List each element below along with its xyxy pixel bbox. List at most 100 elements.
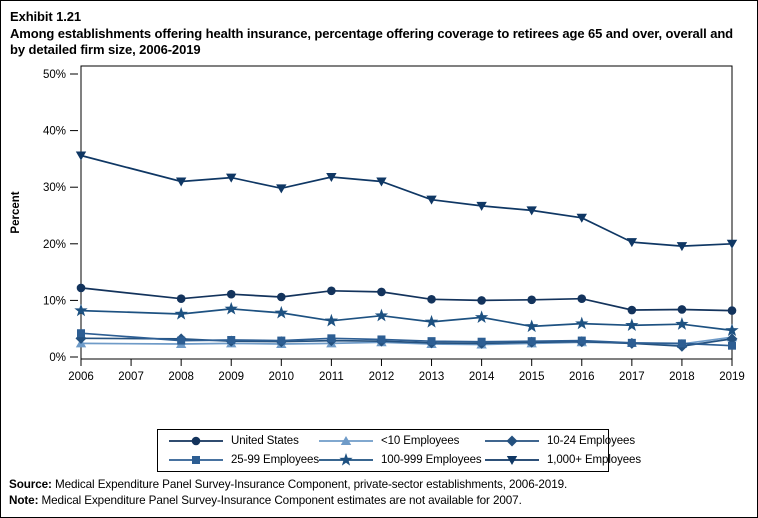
square-legend-icon [169, 456, 223, 465]
legend-marker-10-employees [340, 435, 352, 445]
series-100-999-employees-point-2012 [374, 308, 389, 322]
note-label: Note: [9, 494, 39, 508]
series-1-000-employees-point-2010 [276, 184, 287, 194]
series-united-states-point-2018 [677, 305, 687, 314]
legend-marker-1-000-employees [506, 456, 518, 466]
x-tick-label: 2016 [569, 371, 595, 383]
series-united-states-point-2015 [527, 295, 536, 305]
legend-marker-25-99-employees [192, 456, 200, 465]
triangle-up-legend-icon [319, 435, 373, 445]
series-100-999-employees-point-2014 [474, 310, 489, 324]
page-title: Among establishments offering health ins… [10, 25, 734, 58]
series-united-states-point-2008 [176, 294, 186, 304]
x-tick-label: 2008 [168, 371, 194, 383]
x-tick-label: 2011 [319, 371, 344, 383]
series-25-99-employees-point-2016 [577, 336, 586, 345]
source-text: Medical Expenditure Panel Survey-Insuran… [51, 478, 568, 491]
series-100-999-employees-point-2006 [74, 303, 88, 317]
series-1-000-employees-point-2011 [326, 173, 337, 183]
note-line: Note: Medical Expenditure Panel Survey-I… [9, 493, 749, 509]
series-united-states-point-2019 [727, 306, 737, 315]
series-united-states-point-2006 [76, 283, 86, 293]
series-100-999-employees-point-2015 [525, 319, 539, 333]
x-tick-label: 2018 [669, 371, 695, 383]
title-block: Exhibit 1.21 Among establishments offeri… [10, 9, 748, 59]
series-25-99-employees-point-2019 [728, 341, 736, 350]
legend-label: 1,000+ Employees [547, 454, 641, 467]
series-100-999-employees-point-2009 [224, 301, 238, 315]
x-tick-label: 2007 [118, 371, 144, 383]
plot-frame [80, 65, 733, 360]
y-tick-label: 10% [43, 295, 66, 307]
y-tick-label: 50% [43, 69, 66, 81]
series-1-000-employees-point-2017 [626, 238, 638, 248]
series-1-000-employees-line [80, 154, 733, 247]
series-25-99-employees-point-2008 [177, 336, 186, 345]
series-100-999-employees-point-2017 [625, 318, 639, 331]
legend-item-1-000-employees: 1,000+ Employees [484, 452, 641, 468]
series-25-99-employees-point-2013 [427, 337, 436, 346]
series-25-99-employees-point-2017 [627, 338, 636, 347]
legend-item-100-999-employees: 100-999 Employees [318, 452, 484, 468]
note-text: Medical Expenditure Panel Survey-Insuran… [38, 494, 522, 508]
legend-label: 25-99 Employees [231, 454, 319, 467]
series-united-states-point-2017 [627, 305, 637, 315]
series-1-000-employees-point-2019 [726, 239, 738, 249]
x-tick-label: 2006 [68, 371, 94, 383]
series-25-99-employees-point-2009 [227, 336, 236, 345]
series-100-999-employees-point-2013 [424, 314, 439, 328]
star-legend-icon [319, 453, 373, 466]
series-25-99-employees-point-2010 [277, 336, 286, 345]
legend-marker-10-24-employees [506, 435, 518, 447]
series-100-999-employees-point-2010 [274, 305, 288, 319]
series-united-states-point-2014 [477, 296, 486, 305]
series-100-999-employees-point-2019 [725, 323, 739, 337]
series-25-99-employees-point-2015 [527, 337, 536, 346]
legend-item-10-employees: <10 Employees [318, 433, 484, 449]
legend-label: 100-999 Employees [381, 454, 482, 467]
x-tick-label: 2010 [269, 371, 295, 383]
series-united-states-point-2010 [277, 292, 286, 302]
series-1-000-employees-point-2018 [676, 242, 688, 252]
legend-item-25-99-employees: 25-99 Employees [168, 452, 319, 468]
series-1-000-employees-point-2015 [526, 206, 537, 216]
x-tick-label: 2017 [619, 371, 645, 383]
series-1-000-employees-point-2009 [226, 173, 237, 183]
x-tick-label: 2013 [419, 371, 445, 383]
diamond-legend-icon [485, 435, 539, 447]
series-1-000-employees-point-2013 [426, 195, 437, 205]
triangle-down-legend-icon [485, 456, 539, 466]
series-100-999-employees-point-2008 [174, 306, 188, 320]
legend-label: 10-24 Employees [547, 434, 635, 447]
series-100-999-employees-point-2016 [575, 316, 589, 330]
x-tick-label: 2019 [719, 371, 745, 383]
footer: Source: Medical Expenditure Panel Survey… [9, 477, 749, 509]
chart-legend: United States <10 Employees 10-24 Employee… [157, 429, 641, 472]
x-tick-label: 2014 [469, 371, 495, 383]
series-25-99-employees-point-2014 [477, 337, 486, 346]
series-united-states-point-2016 [577, 294, 587, 304]
y-axis-title: Percent [10, 191, 22, 233]
series-25-99-employees-point-2012 [377, 335, 386, 344]
x-tick-label: 2009 [218, 371, 244, 383]
series-1-000-employees-point-2014 [476, 201, 487, 211]
series-25-99-employees-point-2018 [677, 339, 686, 348]
series-1-000-employees-point-2006 [75, 151, 87, 161]
y-tick-label: 30% [43, 182, 66, 194]
legend-item-10-24-employees: 10-24 Employees [484, 433, 635, 449]
series-united-states-point-2009 [226, 289, 236, 299]
series-100-999-employees-point-2018 [675, 317, 689, 330]
exhibit-number: Exhibit 1.21 [10, 9, 82, 24]
source-label: Source: [9, 478, 52, 491]
legend-label: United States [231, 434, 299, 447]
series-25-99-employees-point-2006 [77, 329, 85, 338]
legend-item-united-states: United States [168, 433, 318, 449]
series-25-99-employees-point-2011 [327, 334, 336, 343]
series-1-000-employees-point-2012 [376, 177, 387, 187]
series-100-999-employees-point-2011 [324, 313, 339, 327]
legend-marker-100-999-employees [339, 453, 353, 466]
x-tick-label: 2015 [519, 371, 545, 383]
series-10-24-employees-point-2019 [726, 333, 738, 345]
